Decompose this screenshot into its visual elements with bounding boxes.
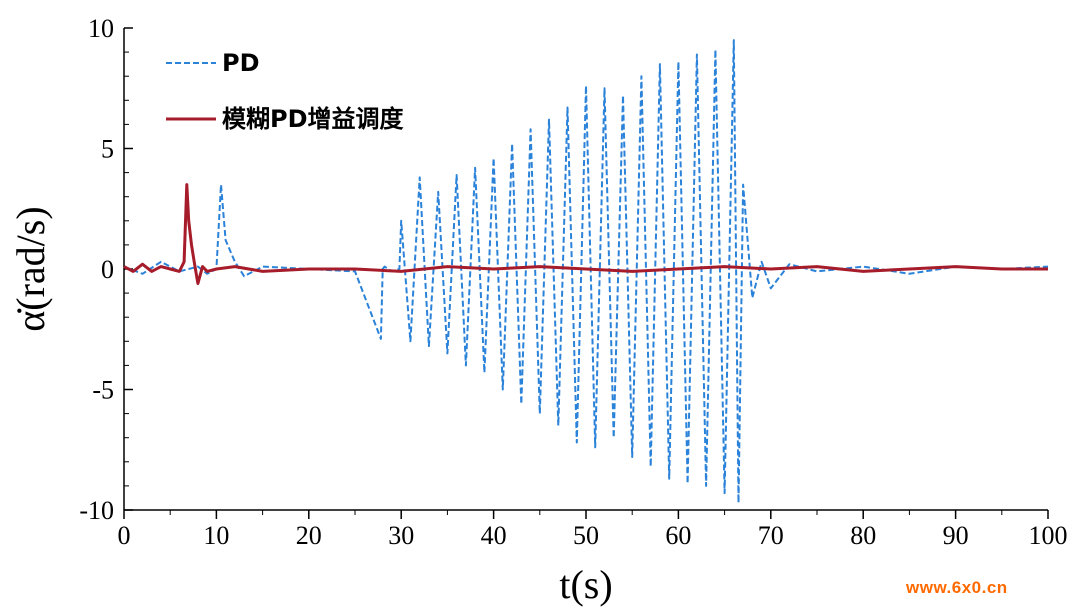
y-tick-label: -5 <box>92 376 114 405</box>
legend-label-1: PD <box>222 49 260 77</box>
x-tick-label: 20 <box>296 521 322 550</box>
x-tick-label: 80 <box>850 521 876 550</box>
plot-area <box>123 39 1049 504</box>
y-tick-label: -10 <box>79 496 114 525</box>
x-tick-label: 90 <box>943 521 969 550</box>
x-tick-label: 10 <box>203 521 229 550</box>
x-tick-label: 50 <box>573 521 599 550</box>
x-tick-label: 30 <box>388 521 414 550</box>
series-line-2 <box>123 183 1048 285</box>
y-axis-title: α̇(rad/s) <box>8 206 53 331</box>
series-line-1 <box>123 39 1049 504</box>
legend: PD 模糊PD增益调度 <box>166 49 405 133</box>
x-tick-label: 60 <box>665 521 691 550</box>
y-tick-label: 0 <box>101 255 114 284</box>
y-tick-label: 10 <box>88 14 114 43</box>
y-tick-label: 5 <box>101 135 114 164</box>
legend-label-2: 模糊PD增益调度 <box>222 105 405 133</box>
watermark: www.6x0.cn <box>906 578 1008 597</box>
x-tick-label: 0 <box>118 521 131 550</box>
x-tick-label: 70 <box>758 521 784 550</box>
x-tick-label: 100 <box>1029 521 1068 550</box>
x-tick-label: 40 <box>481 521 507 550</box>
x-axis-title: t(s) <box>559 562 612 607</box>
